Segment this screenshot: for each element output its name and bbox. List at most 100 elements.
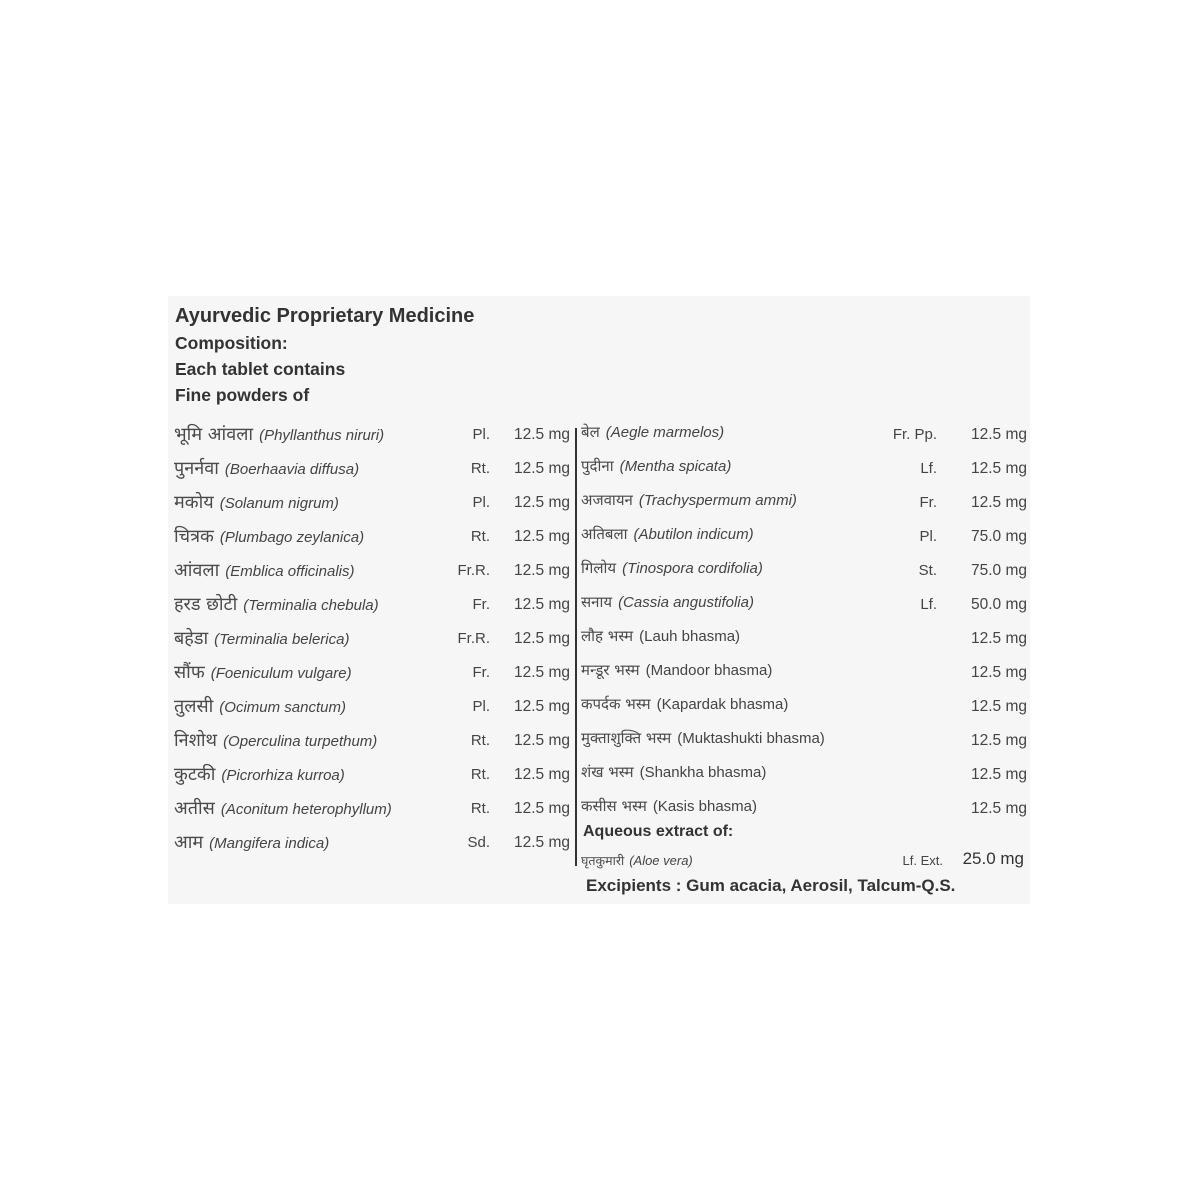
ingredient-latin: (Picrorhiza kurroa) xyxy=(221,767,345,784)
ingredient-dose: 12.5 mg xyxy=(513,562,570,579)
ingredient-part: Pl. xyxy=(919,528,937,545)
ingredient-dose: 12.5 mg xyxy=(513,460,570,477)
ingredient-dose: 12.5 mg xyxy=(970,460,1027,477)
ingredient-part: Fr.R. xyxy=(457,630,491,647)
ingredient-dose: 12.5 mg xyxy=(513,630,570,647)
ingredient-dose: 12.5 mg xyxy=(970,664,1027,681)
ingredient-name: मुक्ताशुक्ति भस्म (Muktashukti bhasma) xyxy=(581,728,825,748)
ingredient-row: पुनर्नवा (Boerhaavia diffusa) Rt. 12.5 mg xyxy=(174,452,570,486)
ingredient-dose: 12.5 mg xyxy=(513,834,570,851)
ingredient-dose: 12.5 mg xyxy=(513,528,570,545)
ingredient-part: Fr. xyxy=(472,596,491,613)
ingredient-part: Fr. Pp. xyxy=(892,426,937,443)
ingredient-hindi: आम xyxy=(174,832,204,853)
ingredient-part: Rt. xyxy=(470,732,490,749)
ingredient-hindi: कसीस भस्म xyxy=(581,797,647,815)
ingredient-name: घृतकुमारी (Aloe vera) xyxy=(581,852,693,869)
ingredient-latin: (Mentha spicata) xyxy=(619,458,732,475)
ingredient-row: चित्रक (Plumbago zeylanica) Rt. 12.5 mg xyxy=(174,520,570,554)
ingredient-name: शंख भस्म (Shankha bhasma) xyxy=(581,762,766,782)
ingredient-name: कुटकी (Picrorhiza kurroa) xyxy=(174,762,345,786)
ingredient-row: निशोथ (Operculina turpethum) Rt. 12.5 mg xyxy=(174,724,570,758)
ingredient-name: गिलोय (Tinospora cordifolia) xyxy=(581,558,763,578)
column-divider xyxy=(575,428,577,866)
ingredient-hindi: अतीस xyxy=(174,798,215,819)
ingredient-row: सौंफ (Foeniculum vulgare) Fr. 12.5 mg xyxy=(174,656,570,690)
ingredient-dose: 12.5 mg xyxy=(513,426,570,443)
ingredient-row: आंवला (Emblica officinalis) Fr.R. 12.5 mg xyxy=(174,554,570,588)
ingredient-name: अतीस (Aconitum heterophyllum) xyxy=(174,796,392,820)
ingredient-part: Rt. xyxy=(470,460,490,477)
ingredient-part: Rt. xyxy=(470,528,490,545)
ingredient-row: तुलसी (Ocimum sanctum) Pl. 12.5 mg xyxy=(174,690,570,724)
ingredient-part: Lf. Ext. xyxy=(902,853,943,868)
ingredient-row: अजवायन (Trachyspermum ammi) Fr. 12.5 mg xyxy=(581,486,1027,520)
ingredient-dose: 12.5 mg xyxy=(513,664,570,681)
ingredient-row: कसीस भस्म (Kasis bhasma) 12.5 mg xyxy=(581,792,1027,826)
ingredient-part: Pl. xyxy=(472,698,490,715)
ingredient-name: निशोथ (Operculina turpethum) xyxy=(174,728,377,752)
ingredient-part: Sd. xyxy=(467,834,490,851)
ingredient-name: मकोय (Solanum nigrum) xyxy=(174,490,339,514)
ingredient-row: कपर्दक भस्म (Kapardak bhasma) 12.5 mg xyxy=(581,690,1027,724)
ingredient-latin: (Trachyspermum ammi) xyxy=(638,492,797,509)
ingredient-name: अतिबला (Abutilon indicum) xyxy=(581,524,754,544)
ingredient-dose: 12.5 mg xyxy=(970,426,1027,443)
ingredient-latin: (Ocimum sanctum) xyxy=(219,699,346,716)
ingredient-dose: 75.0 mg xyxy=(970,562,1027,579)
ingredient-row: सनाय (Cassia angustifolia) Lf. 50.0 mg xyxy=(581,588,1027,622)
right-ingredient-column: बेल (Aegle marmelos) Fr. Pp. 12.5 mg पुदीना (… xyxy=(581,418,1027,826)
ingredient-name: मन्डूर भस्म (Mandoor bhasma) xyxy=(581,660,772,680)
ingredient-latin: (Solanum nigrum) xyxy=(219,495,339,512)
fine-powders-heading: Fine powders of xyxy=(175,385,310,405)
ingredient-name: कपर्दक भस्म (Kapardak bhasma) xyxy=(581,694,788,714)
label-panel xyxy=(168,296,1030,904)
ingredient-latin: (Mangifera indica) xyxy=(209,835,330,852)
ingredient-name: सनाय (Cassia angustifolia) xyxy=(581,592,754,612)
ingredient-part: Fr. xyxy=(472,664,491,681)
ingredient-hindi: मन्डूर भस्म xyxy=(581,661,640,679)
ingredient-dose: 75.0 mg xyxy=(970,528,1027,545)
ingredient-name: आम (Mangifera indica) xyxy=(174,830,329,854)
ingredient-hindi: लौह भस्म xyxy=(581,627,634,645)
ingredient-hindi: चित्रक xyxy=(174,526,214,547)
ingredient-hindi: सौंफ xyxy=(174,662,205,683)
ingredient-latin: (Plumbago zeylanica) xyxy=(219,529,365,546)
ingredient-latin: (Aconitum heterophyllum) xyxy=(220,801,392,818)
ingredient-latin: (Muktashukti bhasma) xyxy=(677,730,825,747)
ingredient-row: शंख भस्म (Shankha bhasma) 12.5 mg xyxy=(581,758,1027,792)
excipients-line: Excipients : Gum acacia, Aerosil, Talcum… xyxy=(586,876,956,895)
ingredient-name: आंवला (Emblica officinalis) xyxy=(174,558,354,582)
ingredient-part: St. xyxy=(918,562,937,579)
ingredient-hindi: तुलसी xyxy=(174,696,214,717)
ingredient-hindi: बेल xyxy=(581,423,600,441)
ingredient-name: लौह भस्म (Lauh bhasma) xyxy=(581,626,740,646)
ingredient-row: मुक्ताशुक्ति भस्म (Muktashukti bhasma) 12.… xyxy=(581,724,1027,758)
ingredient-row: बेल (Aegle marmelos) Fr. Pp. 12.5 mg xyxy=(581,418,1027,452)
ingredient-row: पुदीना (Mentha spicata) Lf. 12.5 mg xyxy=(581,452,1027,486)
ingredient-hindi: आंवला xyxy=(174,560,220,581)
aqueous-ingredient-row: घृतकुमारी (Aloe vera) Lf. Ext. 25.0 mg xyxy=(581,848,1027,874)
ingredient-hindi: अतिबला xyxy=(581,525,628,543)
ingredient-row: बहेडा (Terminalia belerica) Fr.R. 12.5 mg xyxy=(174,622,570,656)
ingredient-name: भूमि आंवला (Phyllanthus niruri) xyxy=(174,422,384,446)
ingredient-dose: 12.5 mg xyxy=(513,800,570,817)
ingredient-dose: 12.5 mg xyxy=(513,494,570,511)
ingredient-latin: (Emblica officinalis) xyxy=(225,563,355,580)
ingredient-name: चित्रक (Plumbago zeylanica) xyxy=(174,524,364,548)
ingredient-latin: (Cassia angustifolia) xyxy=(618,594,754,611)
ingredient-latin: (Terminalia belerica) xyxy=(214,631,350,648)
ingredient-row: कुटकी (Picrorhiza kurroa) Rt. 12.5 mg xyxy=(174,758,570,792)
ingredient-latin: (Abutilon indicum) xyxy=(633,526,754,543)
ingredient-latin: (Operculina turpethum) xyxy=(223,733,378,750)
ingredient-name: सौंफ (Foeniculum vulgare) xyxy=(174,660,352,684)
ingredient-row: लौह भस्म (Lauh bhasma) 12.5 mg xyxy=(581,622,1027,656)
ingredient-name: तुलसी (Ocimum sanctum) xyxy=(174,694,346,718)
ingredient-dose: 12.5 mg xyxy=(970,630,1027,647)
ingredient-part: Pl. xyxy=(472,494,490,511)
ingredient-dose: 25.0 mg xyxy=(962,849,1024,868)
ingredient-name: हरड छोटी (Terminalia chebula) xyxy=(174,592,379,616)
ingredient-dose: 12.5 mg xyxy=(513,766,570,783)
ingredient-hindi: हरड छोटी xyxy=(174,594,238,615)
ingredient-hindi: भूमि आंवला xyxy=(174,424,254,445)
